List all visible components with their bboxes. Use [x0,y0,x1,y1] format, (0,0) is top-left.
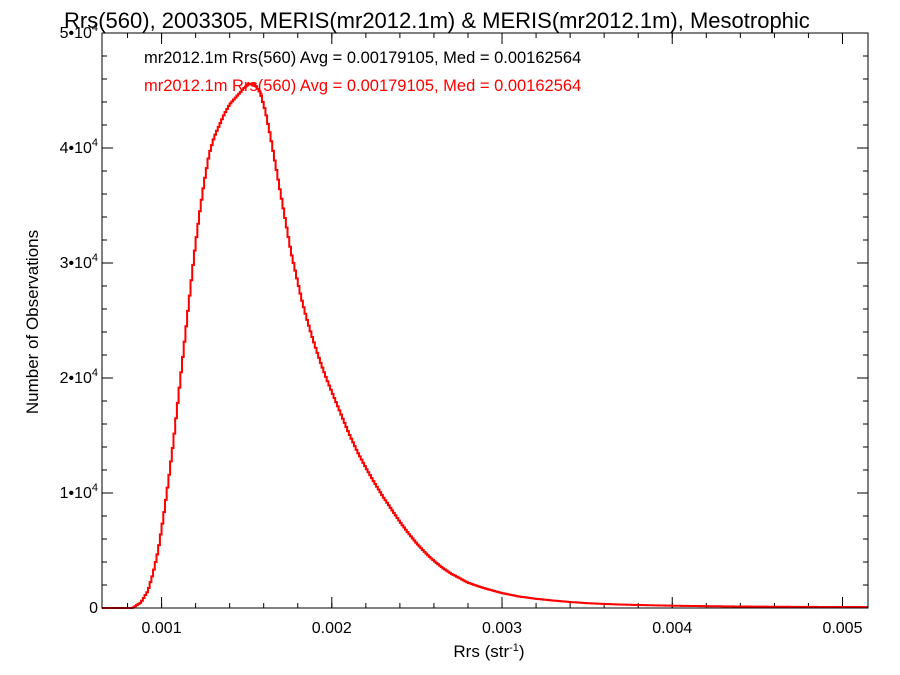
legend-entry-red: mr2012.1m Rrs(560) Avg = 0.00179105, Med… [144,77,581,95]
x-tick-label: 0.004 [652,620,692,637]
y-tick-label: 5•104 [60,22,98,42]
y-tick-mantissa: 1•10 [60,485,92,502]
x-axis-label-superscript: -1 [509,642,519,654]
y-tick-exponent: 4 [92,137,98,149]
histogram-series-red [102,82,868,609]
y-tick-exponent: 4 [92,22,98,34]
y-tick-mantissa: 5•10 [60,25,92,42]
chart-title: Rrs(560), 2003305, MERIS(mr2012.1m) & ME… [64,8,810,33]
x-tick-label: 0.003 [482,620,522,637]
x-axis-label-close: ) [519,642,525,661]
x-tick-label: 0.001 [142,620,182,637]
x-axis-label: Rrs (str-1) [453,642,524,661]
y-tick-mantissa: 2•10 [60,370,92,387]
plot-frame [101,32,869,609]
y-tick-exponent: 4 [92,482,98,494]
y-tick-label: 0 [89,600,98,617]
x-tick-labels: 0.001 0.002 0.003 0.004 0.005 [142,620,863,637]
y-tick-mantissa: 4•10 [60,140,92,157]
y-tick-label: 3•104 [60,252,98,272]
x-axis-label-base: Rrs (str [453,642,509,661]
y-tick-value: 0 [89,600,98,617]
y-tick-label: 1•104 [60,482,98,502]
y-tick-mantissa: 3•10 [60,255,92,272]
y-axis-label: Number of Observations [23,230,42,414]
legend-entry-black: mr2012.1m Rrs(560) Avg = 0.00179105, Med… [144,49,581,67]
y-tick-label: 4•104 [60,137,98,157]
x-tick-label: 0.005 [822,620,862,637]
y-tick-exponent: 4 [92,252,98,264]
y-tick-label: 2•104 [60,367,98,387]
x-tick-label: 0.002 [312,620,352,637]
y-tick-exponent: 4 [92,367,98,379]
